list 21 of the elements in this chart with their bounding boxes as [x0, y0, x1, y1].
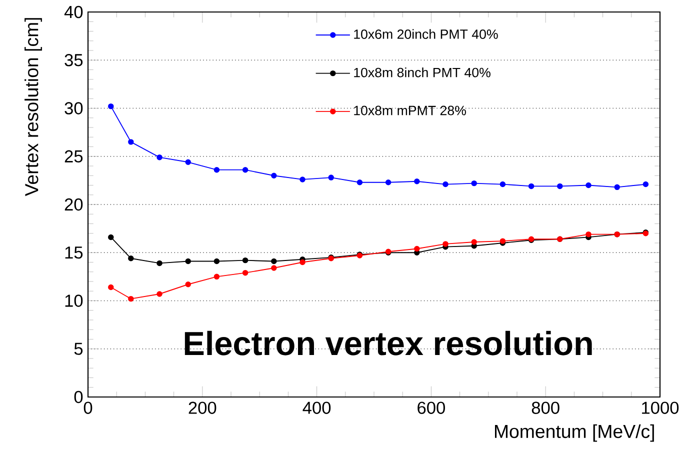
x-axis-title: Momentum [MeV/c]: [495, 424, 654, 442]
legend-label: 10x6m 20inch PMT 40%: [354, 29, 498, 39]
y-tick-label: 40: [64, 6, 83, 18]
y-tick-label: 35: [64, 54, 83, 66]
y-tick-label: 15: [65, 246, 83, 259]
y-tick-label: 25: [64, 150, 83, 163]
x-tick-label: 0: [84, 402, 92, 414]
x-tick-label: 1000: [642, 402, 679, 414]
y-tick-label: 30: [64, 102, 83, 114]
y-tick-label: 10: [65, 294, 83, 307]
legend-label: 10x8m 8inch PMT 40%: [354, 67, 490, 78]
y-axis-title: Vertex resolution [cm]: [24, 18, 42, 196]
y-tick-label: 0: [74, 390, 83, 404]
y-tick-label: 20: [64, 198, 83, 211]
legend-label: 10x8m mPMT 28%: [354, 106, 466, 116]
y-tick-label: 5: [74, 342, 83, 355]
x-tick-label: 600: [418, 402, 445, 414]
x-tick-label: 400: [302, 402, 331, 414]
x-tick-label: 200: [188, 402, 216, 414]
x-tick-label: 800: [532, 402, 560, 414]
annotation: Electron vertex resolution: [184, 330, 592, 356]
